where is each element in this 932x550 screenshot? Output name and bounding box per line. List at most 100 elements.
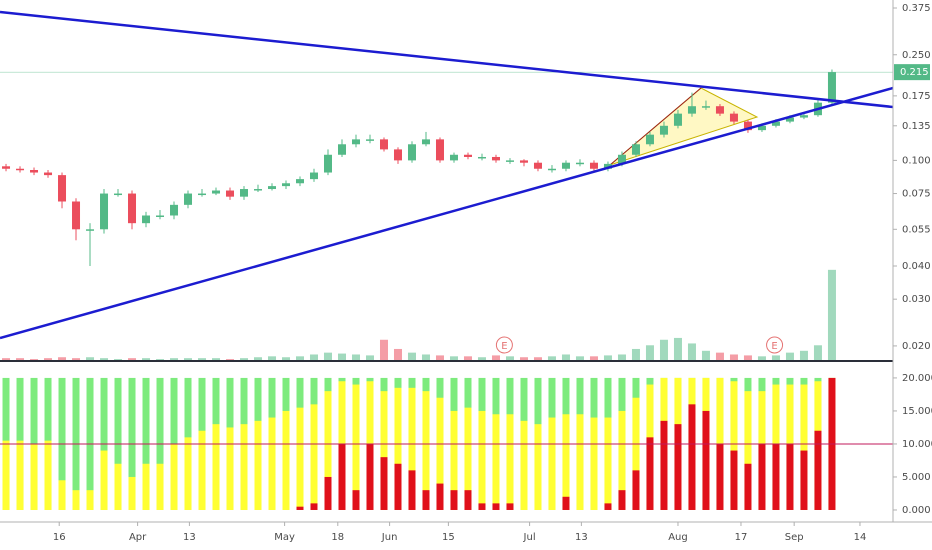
x-tick-label: 18 (331, 532, 344, 543)
volume-bar (547, 356, 556, 360)
volume-bar (128, 358, 137, 360)
bar (492, 503, 500, 510)
bar (338, 443, 346, 510)
bar (422, 490, 430, 510)
candle-body (785, 117, 794, 122)
bar (520, 420, 528, 510)
y-tick-label: 0.250 (902, 50, 931, 61)
volume-bar (491, 355, 500, 360)
volume-bar (184, 358, 193, 360)
volume-bar (407, 352, 416, 360)
volume-bar (86, 357, 95, 360)
volume-bar (44, 358, 53, 360)
candle-body (254, 189, 263, 191)
bar (674, 424, 682, 510)
bar (310, 404, 318, 510)
bar (436, 483, 444, 510)
volume-bar (701, 350, 710, 360)
volume-bar (351, 354, 360, 360)
candle-body (128, 193, 137, 224)
bar (464, 490, 472, 510)
candle-body (421, 139, 430, 145)
candle-body (435, 139, 444, 161)
bar (380, 391, 388, 510)
bar (352, 384, 360, 510)
bar (604, 503, 612, 510)
candle-body (30, 169, 39, 173)
volume-bar (379, 339, 388, 360)
candle-body (799, 115, 808, 118)
volume-bar (226, 359, 235, 360)
candle-body (743, 121, 752, 131)
volume-bar (16, 358, 25, 360)
bar (646, 437, 654, 510)
x-tick-label: Jul (523, 532, 536, 543)
candle-body (86, 229, 95, 231)
bar (44, 440, 52, 510)
volume-bar (477, 357, 486, 360)
candle-body (589, 162, 598, 169)
trend-line (0, 10, 894, 109)
bar (170, 443, 178, 510)
x-tick-label: 16 (53, 532, 66, 543)
bar (548, 417, 556, 510)
last-price-label: 0.215 (900, 67, 929, 78)
candle-body (393, 149, 402, 161)
candle-body (268, 186, 277, 190)
bar (576, 414, 584, 510)
volume-bar (268, 356, 277, 360)
volume-bar (254, 357, 263, 360)
candle-body (561, 162, 570, 169)
candle-body (547, 168, 556, 171)
volume-bar (505, 356, 514, 360)
candle-body (701, 106, 710, 108)
y-tick-label: 0.375 (902, 3, 931, 14)
volume-bar (449, 356, 458, 360)
pattern-edge (609, 87, 702, 166)
volume-bar (309, 354, 318, 360)
bar (2, 440, 10, 510)
candle-body (114, 193, 123, 196)
bar (156, 463, 164, 510)
volume-bar (575, 356, 584, 360)
volume-bar (603, 355, 612, 360)
volume-bar (170, 358, 179, 360)
candle-body (673, 113, 682, 126)
x-tick-label: 14 (854, 532, 867, 543)
bar (282, 410, 290, 510)
candle-body (100, 193, 109, 230)
y-tick-label: 0.030 (902, 294, 931, 305)
candle-body (240, 189, 249, 197)
volume-bar (72, 358, 81, 360)
bar (814, 430, 822, 510)
volume-bar (827, 269, 836, 360)
candle-body (575, 162, 584, 165)
bar (478, 410, 486, 510)
candle-body (729, 113, 738, 122)
candle-body (142, 215, 151, 224)
volume-bar (295, 356, 304, 360)
volume-bar (757, 356, 766, 360)
volume-bar (282, 357, 291, 360)
candle-body (72, 201, 81, 230)
bar (478, 503, 486, 510)
x-tick-label: Apr (129, 532, 147, 543)
volume-bar (813, 345, 822, 360)
volume-bar (687, 343, 696, 360)
candle-body (491, 156, 500, 161)
candle-body (533, 162, 542, 169)
volume-bar (337, 353, 346, 360)
bar (632, 397, 640, 510)
y-tick-label: 0.040 (902, 261, 931, 272)
candle-body (477, 156, 486, 159)
candle-body (44, 172, 53, 176)
bar (772, 443, 780, 510)
candle-body (2, 166, 11, 169)
candle-body (170, 204, 179, 216)
bar (240, 424, 248, 510)
candle-body (323, 154, 332, 173)
y-tick-label: 0.055 (902, 224, 931, 235)
bar (254, 420, 262, 510)
candle-body (198, 193, 207, 196)
